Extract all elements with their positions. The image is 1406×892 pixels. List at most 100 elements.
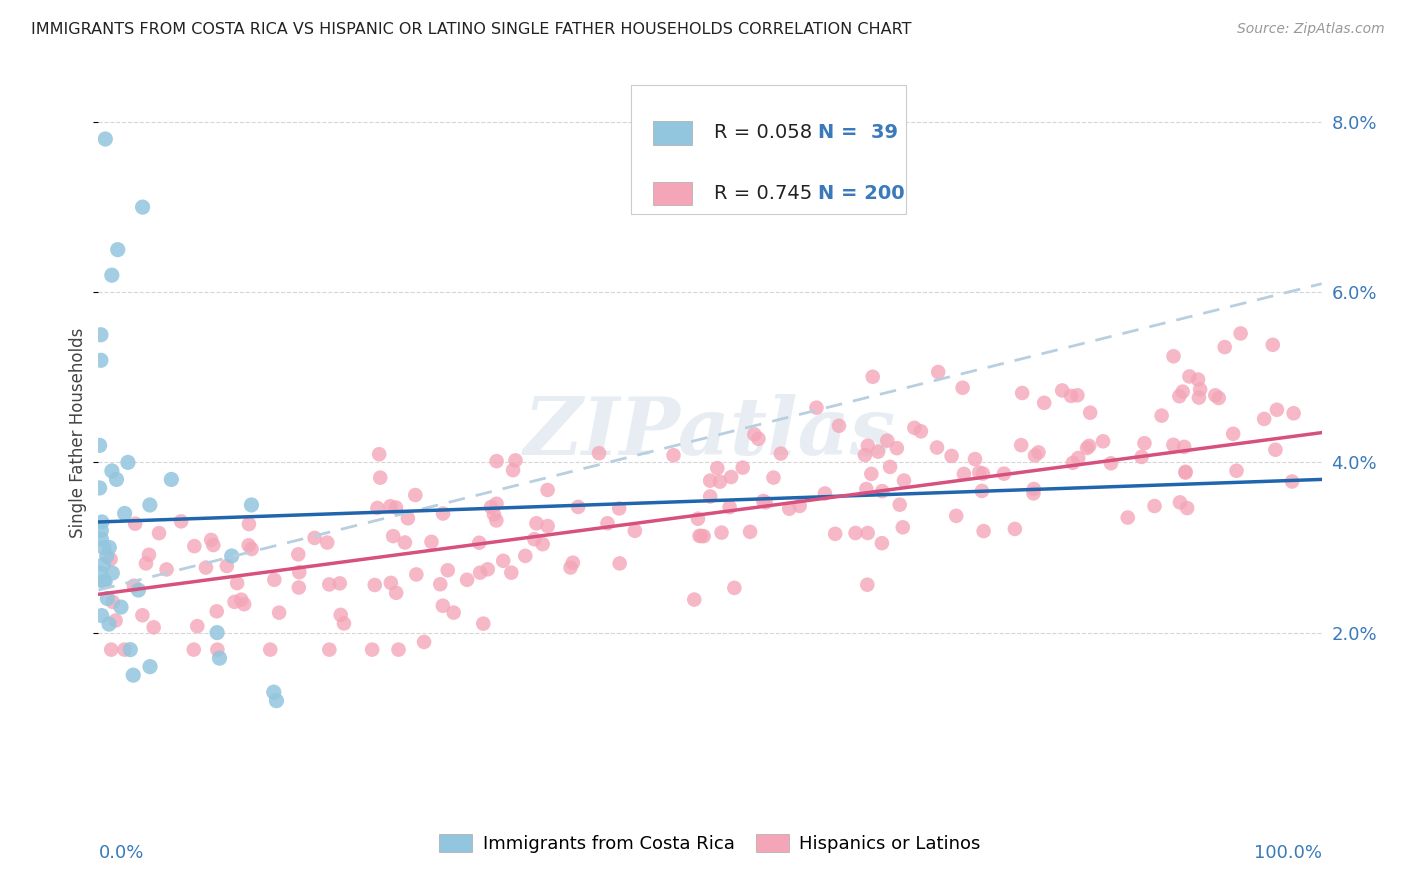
- Point: [963, 452, 986, 467]
- Point: [1265, 402, 1288, 417]
- Point: [738, 524, 761, 539]
- Point: [90, 353, 112, 368]
- Point: [970, 483, 993, 498]
- Point: [1264, 442, 1286, 457]
- Point: [142, 620, 165, 634]
- Point: [366, 500, 388, 515]
- Point: [1050, 384, 1073, 398]
- Point: [89, 438, 111, 452]
- Point: [183, 642, 205, 657]
- Point: [699, 490, 721, 504]
- FancyBboxPatch shape: [652, 182, 692, 205]
- Point: [1213, 340, 1236, 354]
- Text: 0.0%: 0.0%: [98, 844, 143, 862]
- Point: [485, 497, 508, 511]
- Point: [1253, 412, 1275, 426]
- Point: [240, 498, 263, 512]
- Point: [769, 446, 792, 460]
- Point: [731, 460, 754, 475]
- Point: [207, 642, 229, 657]
- Point: [824, 526, 846, 541]
- Point: [1022, 482, 1045, 496]
- Point: [870, 484, 893, 499]
- Point: [531, 537, 554, 551]
- Point: [107, 243, 129, 257]
- Point: [404, 488, 426, 502]
- Point: [1174, 466, 1197, 480]
- Text: ZIPatlas: ZIPatlas: [524, 394, 896, 471]
- Point: [1078, 406, 1101, 420]
- Point: [368, 470, 391, 484]
- Point: [221, 549, 243, 563]
- Point: [560, 560, 582, 574]
- Point: [967, 466, 990, 480]
- Point: [208, 651, 231, 665]
- Point: [101, 268, 124, 283]
- Point: [1022, 486, 1045, 500]
- Point: [744, 427, 766, 442]
- Point: [889, 498, 911, 512]
- Point: [925, 441, 948, 455]
- Point: [155, 562, 177, 576]
- Point: [903, 421, 925, 435]
- Point: [148, 526, 170, 541]
- Point: [747, 432, 769, 446]
- Point: [215, 559, 238, 574]
- Point: [806, 401, 828, 415]
- Point: [472, 616, 495, 631]
- Point: [394, 535, 416, 549]
- Point: [1208, 391, 1230, 405]
- Point: [263, 573, 285, 587]
- Point: [855, 482, 877, 496]
- Point: [117, 455, 139, 469]
- Point: [1204, 388, 1226, 402]
- Point: [122, 579, 145, 593]
- Point: [364, 578, 387, 592]
- Point: [139, 498, 162, 512]
- Point: [856, 439, 879, 453]
- Point: [361, 642, 384, 657]
- Point: [814, 486, 837, 500]
- Point: [1033, 396, 1056, 410]
- Point: [98, 617, 121, 632]
- Point: [205, 604, 228, 618]
- Text: R = 0.745: R = 0.745: [714, 184, 811, 203]
- Point: [101, 464, 124, 478]
- Point: [396, 511, 419, 525]
- Point: [1175, 501, 1198, 516]
- Point: [526, 516, 548, 531]
- FancyBboxPatch shape: [652, 121, 692, 145]
- Point: [288, 565, 311, 579]
- Point: [1178, 369, 1201, 384]
- Point: [1173, 440, 1195, 454]
- Point: [789, 499, 811, 513]
- Point: [683, 592, 706, 607]
- Point: [413, 635, 436, 649]
- Point: [1168, 389, 1191, 403]
- Point: [288, 581, 311, 595]
- Point: [131, 608, 153, 623]
- FancyBboxPatch shape: [630, 85, 905, 214]
- Point: [186, 619, 208, 633]
- Point: [96, 549, 118, 563]
- Point: [318, 642, 340, 657]
- Point: [856, 578, 879, 592]
- Point: [329, 607, 352, 622]
- Text: N =  39: N = 39: [818, 123, 897, 143]
- Point: [710, 525, 733, 540]
- Point: [993, 467, 1015, 481]
- Point: [432, 507, 454, 521]
- Point: [515, 549, 537, 563]
- Point: [333, 616, 356, 631]
- Point: [1060, 389, 1083, 403]
- Point: [624, 524, 647, 538]
- Point: [609, 557, 631, 571]
- Point: [233, 597, 256, 611]
- Point: [1222, 426, 1244, 441]
- Point: [860, 467, 883, 481]
- Point: [690, 529, 713, 543]
- Point: [194, 560, 217, 574]
- Point: [1011, 386, 1033, 401]
- Point: [1078, 439, 1101, 453]
- Point: [90, 532, 112, 546]
